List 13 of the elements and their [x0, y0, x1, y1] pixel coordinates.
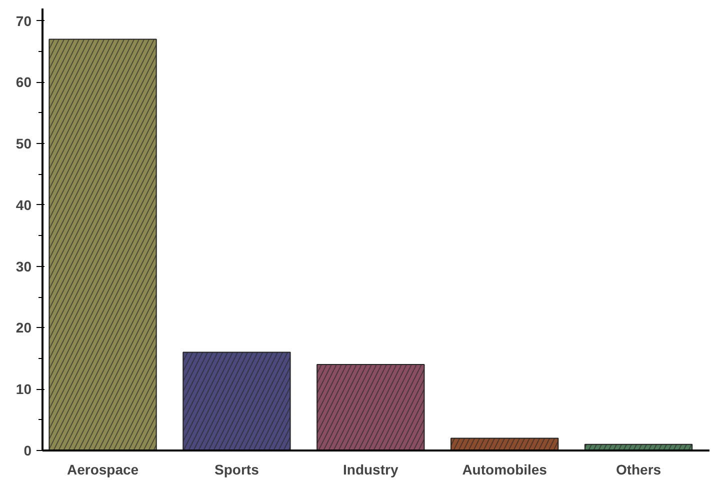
x-tick-label: Automobiles — [462, 462, 548, 478]
x-tick-label: Industry — [343, 462, 398, 478]
y-tick-label: 70 — [16, 12, 32, 29]
x-tick-label: Aerospace — [66, 462, 139, 478]
y-tick-label: 40 — [16, 196, 32, 213]
y-tick-label: 10 — [16, 381, 32, 398]
y-tick-label: 30 — [16, 258, 32, 274]
y-tick-label: 50 — [16, 136, 32, 152]
y-tick-label: 60 — [16, 74, 32, 90]
y-tick-label: 20 — [16, 320, 32, 336]
x-tick-label: Sports — [214, 462, 260, 478]
y-tick-label: 0 — [24, 442, 32, 458]
x-tick-label: Others — [616, 462, 662, 478]
